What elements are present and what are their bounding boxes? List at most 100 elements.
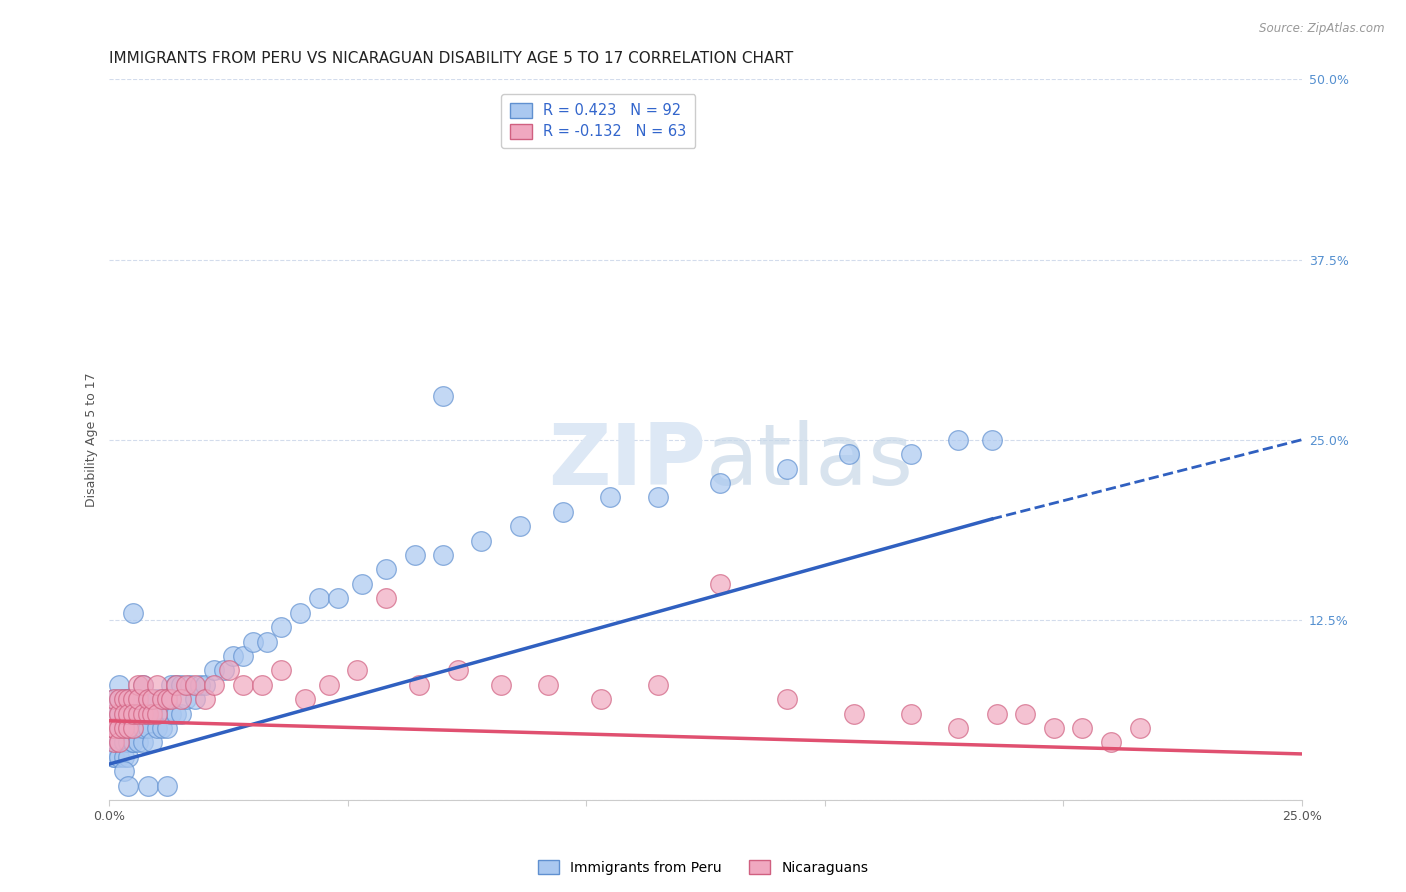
Point bbox=[108, 735, 131, 749]
Point bbox=[170, 706, 193, 721]
Point bbox=[202, 678, 225, 692]
Point bbox=[127, 706, 149, 721]
Point bbox=[352, 577, 374, 591]
Point bbox=[146, 678, 169, 692]
Point bbox=[132, 735, 155, 749]
Point bbox=[232, 648, 254, 663]
Point bbox=[103, 749, 125, 764]
Point bbox=[103, 706, 125, 721]
Point bbox=[103, 692, 125, 706]
Point bbox=[117, 721, 139, 735]
Point bbox=[112, 735, 135, 749]
Point bbox=[132, 706, 155, 721]
Point bbox=[122, 721, 145, 735]
Point bbox=[112, 721, 135, 735]
Point bbox=[948, 721, 970, 735]
Point bbox=[1014, 706, 1036, 721]
Point bbox=[489, 678, 512, 692]
Point bbox=[141, 735, 163, 749]
Point bbox=[132, 678, 155, 692]
Point bbox=[108, 692, 131, 706]
Y-axis label: Disability Age 5 to 17: Disability Age 5 to 17 bbox=[86, 372, 98, 507]
Point bbox=[156, 692, 179, 706]
Point bbox=[709, 577, 731, 591]
Point bbox=[776, 461, 799, 475]
Point bbox=[150, 721, 173, 735]
Point bbox=[842, 706, 865, 721]
Point bbox=[108, 721, 131, 735]
Point bbox=[132, 706, 155, 721]
Point bbox=[103, 721, 125, 735]
Point bbox=[117, 706, 139, 721]
Point bbox=[165, 706, 187, 721]
Point bbox=[308, 591, 330, 606]
Point bbox=[346, 663, 368, 677]
Point bbox=[242, 634, 264, 648]
Point bbox=[122, 721, 145, 735]
Point bbox=[146, 706, 169, 721]
Point bbox=[108, 678, 131, 692]
Point bbox=[127, 692, 149, 706]
Point bbox=[127, 706, 149, 721]
Point bbox=[408, 678, 430, 692]
Point bbox=[103, 721, 125, 735]
Point bbox=[136, 721, 159, 735]
Point bbox=[256, 634, 278, 648]
Point bbox=[122, 706, 145, 721]
Point bbox=[108, 721, 131, 735]
Point bbox=[250, 678, 273, 692]
Point bbox=[112, 706, 135, 721]
Point bbox=[146, 706, 169, 721]
Point bbox=[132, 678, 155, 692]
Point bbox=[127, 735, 149, 749]
Point bbox=[127, 692, 149, 706]
Point bbox=[156, 779, 179, 793]
Point bbox=[647, 491, 669, 505]
Point bbox=[136, 692, 159, 706]
Point bbox=[103, 706, 125, 721]
Point bbox=[1043, 721, 1066, 735]
Point bbox=[117, 735, 139, 749]
Point bbox=[194, 692, 217, 706]
Point bbox=[136, 706, 159, 721]
Point bbox=[160, 692, 183, 706]
Point bbox=[117, 721, 139, 735]
Point bbox=[218, 663, 240, 677]
Point bbox=[150, 692, 173, 706]
Point bbox=[184, 692, 207, 706]
Point bbox=[212, 663, 235, 677]
Point bbox=[136, 692, 159, 706]
Point bbox=[156, 721, 179, 735]
Point bbox=[375, 562, 398, 576]
Point bbox=[1099, 735, 1122, 749]
Point bbox=[948, 433, 970, 447]
Point bbox=[222, 648, 245, 663]
Point bbox=[900, 706, 922, 721]
Point bbox=[470, 533, 492, 548]
Point bbox=[141, 706, 163, 721]
Point bbox=[170, 692, 193, 706]
Point bbox=[165, 678, 187, 692]
Point bbox=[900, 447, 922, 461]
Point bbox=[141, 706, 163, 721]
Point bbox=[136, 706, 159, 721]
Point bbox=[432, 389, 454, 403]
Point bbox=[108, 735, 131, 749]
Point bbox=[160, 706, 183, 721]
Text: atlas: atlas bbox=[706, 420, 914, 503]
Point bbox=[112, 692, 135, 706]
Point bbox=[647, 678, 669, 692]
Point bbox=[156, 692, 179, 706]
Point bbox=[112, 749, 135, 764]
Point bbox=[270, 620, 292, 634]
Point bbox=[122, 692, 145, 706]
Point bbox=[112, 706, 135, 721]
Point bbox=[537, 678, 560, 692]
Point bbox=[103, 749, 125, 764]
Point bbox=[170, 678, 193, 692]
Point bbox=[117, 779, 139, 793]
Point bbox=[112, 764, 135, 779]
Point bbox=[150, 692, 173, 706]
Point bbox=[103, 721, 125, 735]
Point bbox=[174, 692, 197, 706]
